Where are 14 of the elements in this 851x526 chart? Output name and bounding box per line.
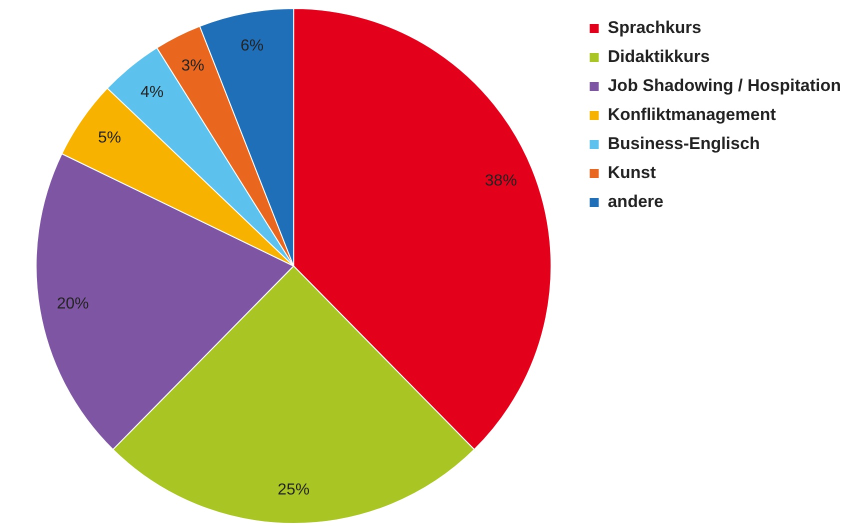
data-label: 6% xyxy=(240,37,264,54)
data-label: 4% xyxy=(140,84,164,101)
legend-label: Job Shadowing / Hospitation xyxy=(608,76,842,96)
data-label: 3% xyxy=(181,57,204,74)
data-label: 25% xyxy=(278,481,310,498)
data-label: 38% xyxy=(484,172,517,190)
legend-label: Sprachkurs xyxy=(608,18,702,38)
data-label: 20% xyxy=(56,296,89,313)
legend-label: Konfliktmanagement xyxy=(608,105,776,124)
legend-label: andere xyxy=(608,192,664,212)
legend-label: Kunst xyxy=(608,163,656,182)
legend-label: Business-Englisch xyxy=(608,134,760,154)
data-label: 5% xyxy=(98,130,122,147)
legend-label: Didaktikkurs xyxy=(608,47,710,66)
